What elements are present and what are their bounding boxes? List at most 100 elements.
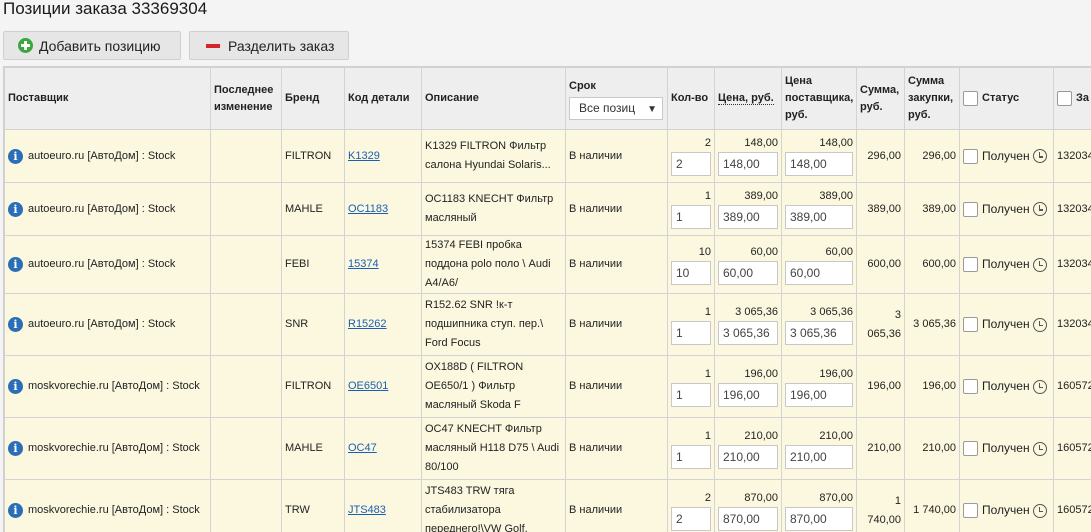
col-header-last-change[interactable]: Последнее изменение xyxy=(211,68,282,130)
status-text: Получен xyxy=(982,255,1030,274)
qty-input[interactable] xyxy=(671,261,711,285)
chevron-down-icon: ▼ xyxy=(647,101,657,118)
price-input[interactable] xyxy=(718,261,778,285)
cell-purchase-sum: 389,00 xyxy=(905,183,960,236)
clock-icon[interactable] xyxy=(1033,380,1047,394)
status-checkbox[interactable] xyxy=(963,202,978,217)
cell-term: В наличии xyxy=(566,418,668,480)
clock-icon[interactable] xyxy=(1033,149,1047,163)
info-icon[interactable]: i xyxy=(8,202,23,217)
supplier-price-input[interactable] xyxy=(785,205,853,229)
col-header-code[interactable]: Код детали xyxy=(345,68,422,130)
clock-icon[interactable] xyxy=(1033,318,1047,332)
status-checkbox[interactable] xyxy=(963,257,978,272)
price-input[interactable] xyxy=(718,383,778,407)
qty-input[interactable] xyxy=(671,445,711,469)
info-icon[interactable]: i xyxy=(8,379,23,394)
supplier-price-input[interactable] xyxy=(785,507,853,531)
price-value: 3 065,36 xyxy=(735,305,778,320)
cell-brand: MAHLE xyxy=(282,418,345,480)
price-input[interactable] xyxy=(718,445,778,469)
term-filter-value: Все позиц xyxy=(579,100,635,117)
col-header-description[interactable]: Описание xyxy=(422,68,566,130)
description-text: OC47 KNECHT Фильтр масляный H118 D75 \ A… xyxy=(425,420,562,477)
cell-qty: 1 xyxy=(668,418,715,480)
supplier-price-input[interactable] xyxy=(785,383,853,407)
clock-icon[interactable] xyxy=(1033,504,1047,518)
col-header-supplier[interactable]: Поставщик xyxy=(5,68,211,130)
part-code-link[interactable]: OE6501 xyxy=(348,380,388,392)
info-icon[interactable]: i xyxy=(8,257,23,272)
cell-code: OC1183 xyxy=(345,183,422,236)
cell-sum: 196,00 xyxy=(857,356,905,418)
cell-next: 132034 xyxy=(1054,130,1091,183)
page-title: Позиции заказа 33369304 xyxy=(3,0,207,19)
cell-code: OC47 xyxy=(345,418,422,480)
info-icon[interactable]: i xyxy=(8,317,23,332)
cell-supplier-price: 60,00 xyxy=(782,236,857,294)
qty-input[interactable] xyxy=(671,507,711,531)
part-code-link[interactable]: R15262 xyxy=(348,318,387,330)
qty-input[interactable] xyxy=(671,321,711,345)
col-header-price[interactable]: Цена, руб. xyxy=(715,68,782,130)
col-header-purchase-sum[interactable]: Сумма закупки, руб. xyxy=(905,68,960,130)
cell-description: K1329 FILTRON Фильтр салона Hyundai Sola… xyxy=(422,130,566,183)
supplier-price-input[interactable] xyxy=(785,152,853,176)
price-input[interactable] xyxy=(718,152,778,176)
clock-icon[interactable] xyxy=(1033,202,1047,216)
info-icon[interactable]: i xyxy=(8,503,23,518)
part-code-link[interactable]: OC1183 xyxy=(348,203,388,215)
qty-value: 10 xyxy=(699,245,711,260)
col-header-supplier-price[interactable]: Цена поставщика, руб. xyxy=(782,68,857,130)
clock-icon[interactable] xyxy=(1033,258,1047,272)
status-checkbox[interactable] xyxy=(963,379,978,394)
add-position-button[interactable]: Добавить позицию xyxy=(3,31,181,60)
price-input[interactable] xyxy=(718,507,778,531)
qty-input[interactable] xyxy=(671,383,711,407)
clock-icon[interactable] xyxy=(1033,442,1047,456)
supplier-price-input[interactable] xyxy=(785,321,853,345)
cell-status: Получен xyxy=(960,236,1054,294)
cell-last-change xyxy=(211,130,282,183)
price-input[interactable] xyxy=(718,205,778,229)
price-input[interactable] xyxy=(718,321,778,345)
part-code-link[interactable]: 15374 xyxy=(348,258,379,270)
info-icon[interactable]: i xyxy=(8,441,23,456)
term-filter-select[interactable]: Все позиц ▼ xyxy=(569,97,663,120)
cell-term: В наличии xyxy=(566,356,668,418)
info-icon[interactable]: i xyxy=(8,149,23,164)
part-code-link[interactable]: OC47 xyxy=(348,442,377,454)
cell-status: Получен xyxy=(960,183,1054,236)
supplier-price-input[interactable] xyxy=(785,261,853,285)
status-checkbox[interactable] xyxy=(963,149,978,164)
part-code-link[interactable]: K1329 xyxy=(348,150,380,162)
col-header-brand[interactable]: Бренд xyxy=(282,68,345,130)
price-value: 60,00 xyxy=(750,245,778,260)
qty-input[interactable] xyxy=(671,205,711,229)
status-checkbox[interactable] xyxy=(963,503,978,518)
price-value: 870,00 xyxy=(744,491,778,506)
status-text: Получен xyxy=(982,200,1030,219)
supplier-name: moskvorechie.ru [АвтоДом] : Stock xyxy=(28,501,200,520)
supplier-name: autoeuro.ru [АвтоДом] : Stock xyxy=(28,147,175,166)
select-all-status-checkbox[interactable] xyxy=(963,91,978,106)
cell-brand: FEBI xyxy=(282,236,345,294)
qty-input[interactable] xyxy=(671,152,711,176)
cell-term: В наличии xyxy=(566,130,668,183)
status-checkbox[interactable] xyxy=(963,441,978,456)
cell-description: OX188D ( FILTRON OE650/1 ) Фильтр маслян… xyxy=(422,356,566,418)
supplier-price-input[interactable] xyxy=(785,445,853,469)
cell-code: JTS483 xyxy=(345,480,422,532)
part-code-link[interactable]: JTS483 xyxy=(348,504,386,516)
cell-sum: 210,00 xyxy=(857,418,905,480)
split-order-button[interactable]: Разделить заказ xyxy=(189,31,349,60)
col-header-term: Срок Все позиц ▼ xyxy=(566,68,668,130)
col-header-qty[interactable]: Кол-во xyxy=(668,68,715,130)
select-all-next-checkbox[interactable] xyxy=(1057,91,1072,106)
status-checkbox[interactable] xyxy=(963,317,978,332)
col-header-sum[interactable]: Сумма, руб. xyxy=(857,68,905,130)
